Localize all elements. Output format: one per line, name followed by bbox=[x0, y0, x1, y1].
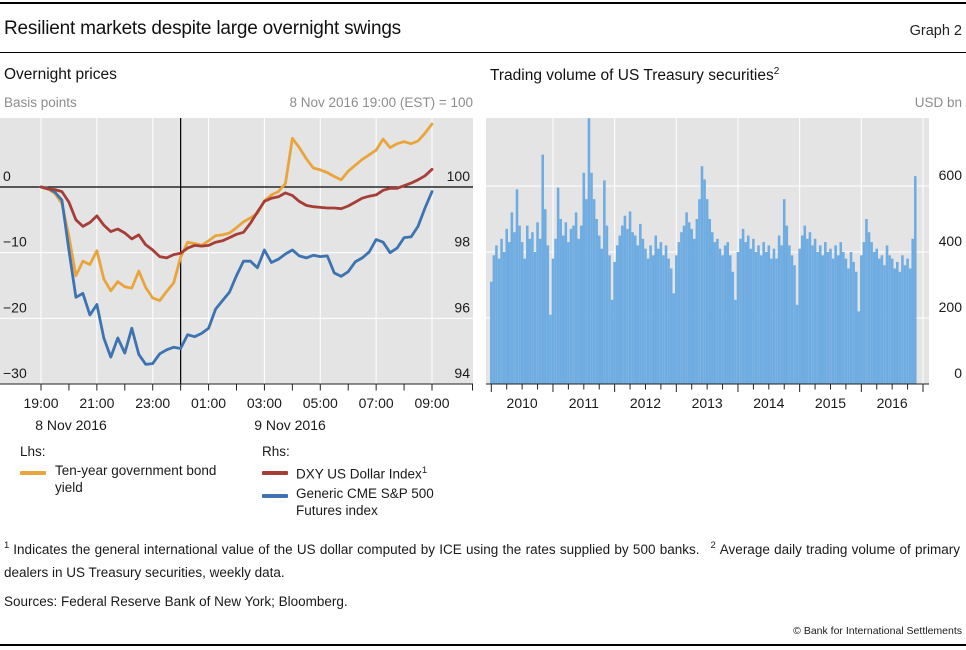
left-panel-title: Overnight prices bbox=[4, 66, 117, 83]
svg-text:07:00: 07:00 bbox=[359, 395, 394, 411]
copyright-notice: © Bank for International Settlements bbox=[793, 625, 962, 637]
right-panel-title-footnote-marker: 2 bbox=[773, 66, 780, 77]
legend-rhs-heading: Rhs: bbox=[262, 444, 290, 459]
svg-text:21:00: 21:00 bbox=[79, 395, 114, 411]
svg-text:23:00: 23:00 bbox=[135, 395, 170, 411]
overnight-prices-chart: 0 −10 −20 −30 100 98 96 94 19:00 21:00 23:00 01:00 0… bbox=[0, 118, 473, 433]
footnote-1-marker: 1 bbox=[4, 540, 10, 551]
svg-text:2010: 2010 bbox=[507, 395, 538, 411]
svg-text:2011: 2011 bbox=[569, 395, 599, 411]
spx-futures-legend-label: Generic CME S&P 500 Futures index bbox=[296, 486, 434, 518]
svg-text:09:00: 09:00 bbox=[414, 395, 449, 411]
legend-lhs-heading: Lhs: bbox=[20, 444, 46, 459]
dxy-legend-text: DXY US Dollar Index bbox=[296, 466, 422, 482]
top-rule bbox=[0, 2, 966, 4]
svg-text:2016: 2016 bbox=[877, 395, 908, 411]
svg-text:8 Nov 2016: 8 Nov 2016 bbox=[35, 417, 107, 433]
svg-text:100: 100 bbox=[447, 168, 471, 184]
legend: Lhs: Ten-year government bond yield Rhs:… bbox=[0, 440, 473, 540]
graph-number-label: Graph 2 bbox=[909, 23, 962, 39]
usd-bn-unit-label: USD bn bbox=[914, 95, 962, 110]
svg-text:2015: 2015 bbox=[815, 395, 846, 411]
right-panel-title: Trading volume of US Treasury securities… bbox=[490, 66, 779, 85]
svg-text:−20: −20 bbox=[3, 299, 27, 315]
svg-text:98: 98 bbox=[454, 234, 470, 250]
svg-text:01:00: 01:00 bbox=[191, 395, 226, 411]
svg-text:05:00: 05:00 bbox=[303, 395, 338, 411]
spx-futures-swatch bbox=[262, 494, 288, 498]
dxy-legend-label: DXY US Dollar Index1 bbox=[296, 462, 486, 483]
footnote-2-text: Average daily trading volume of primary … bbox=[4, 541, 960, 580]
svg-text:0: 0 bbox=[3, 168, 11, 184]
svg-text:2014: 2014 bbox=[753, 395, 784, 411]
svg-text:96: 96 bbox=[454, 299, 470, 315]
svg-text:2013: 2013 bbox=[692, 395, 723, 411]
svg-text:400: 400 bbox=[939, 233, 963, 249]
treasury-volume-chart: 2010 2011 2012 2013 2014 2015 2016 0 200 400 600 bbox=[486, 118, 963, 411]
dxy-footnote-marker: 1 bbox=[421, 465, 428, 476]
svg-text:19:00: 19:00 bbox=[23, 395, 58, 411]
right-panel-title-text: Trading volume of US Treasury securities bbox=[490, 67, 774, 85]
footnote-1-text: Indicates the general international valu… bbox=[13, 541, 700, 557]
page-title: Resilient markets despite large overnigh… bbox=[4, 18, 401, 39]
bond-yield-legend-label: Ten-year government bond yield bbox=[55, 463, 217, 495]
svg-text:−10: −10 bbox=[3, 234, 27, 250]
svg-text:03:00: 03:00 bbox=[247, 395, 282, 411]
svg-text:9 Nov 2016: 9 Nov 2016 bbox=[254, 417, 326, 433]
footnote-2-marker: 2 bbox=[710, 540, 716, 551]
bottom-rule bbox=[0, 644, 966, 646]
left-axis-unit-label: Basis points bbox=[4, 95, 77, 110]
sources-line: Sources: Federal Reserve Bank of New Yor… bbox=[4, 594, 348, 609]
svg-text:200: 200 bbox=[939, 299, 963, 315]
svg-text:0: 0 bbox=[954, 365, 962, 381]
footnotes: 1 Indicates the general international val… bbox=[4, 534, 960, 584]
right-axis-unit-label-left-panel: 8 Nov 2016 19:00 (EST) = 100 bbox=[289, 95, 474, 110]
dxy-swatch bbox=[262, 471, 288, 475]
bond-yield-swatch bbox=[20, 471, 46, 475]
svg-text:−30: −30 bbox=[3, 365, 27, 381]
header-divider bbox=[0, 52, 966, 53]
svg-text:600: 600 bbox=[939, 167, 963, 183]
svg-text:94: 94 bbox=[454, 365, 470, 381]
svg-text:2012: 2012 bbox=[630, 395, 661, 411]
